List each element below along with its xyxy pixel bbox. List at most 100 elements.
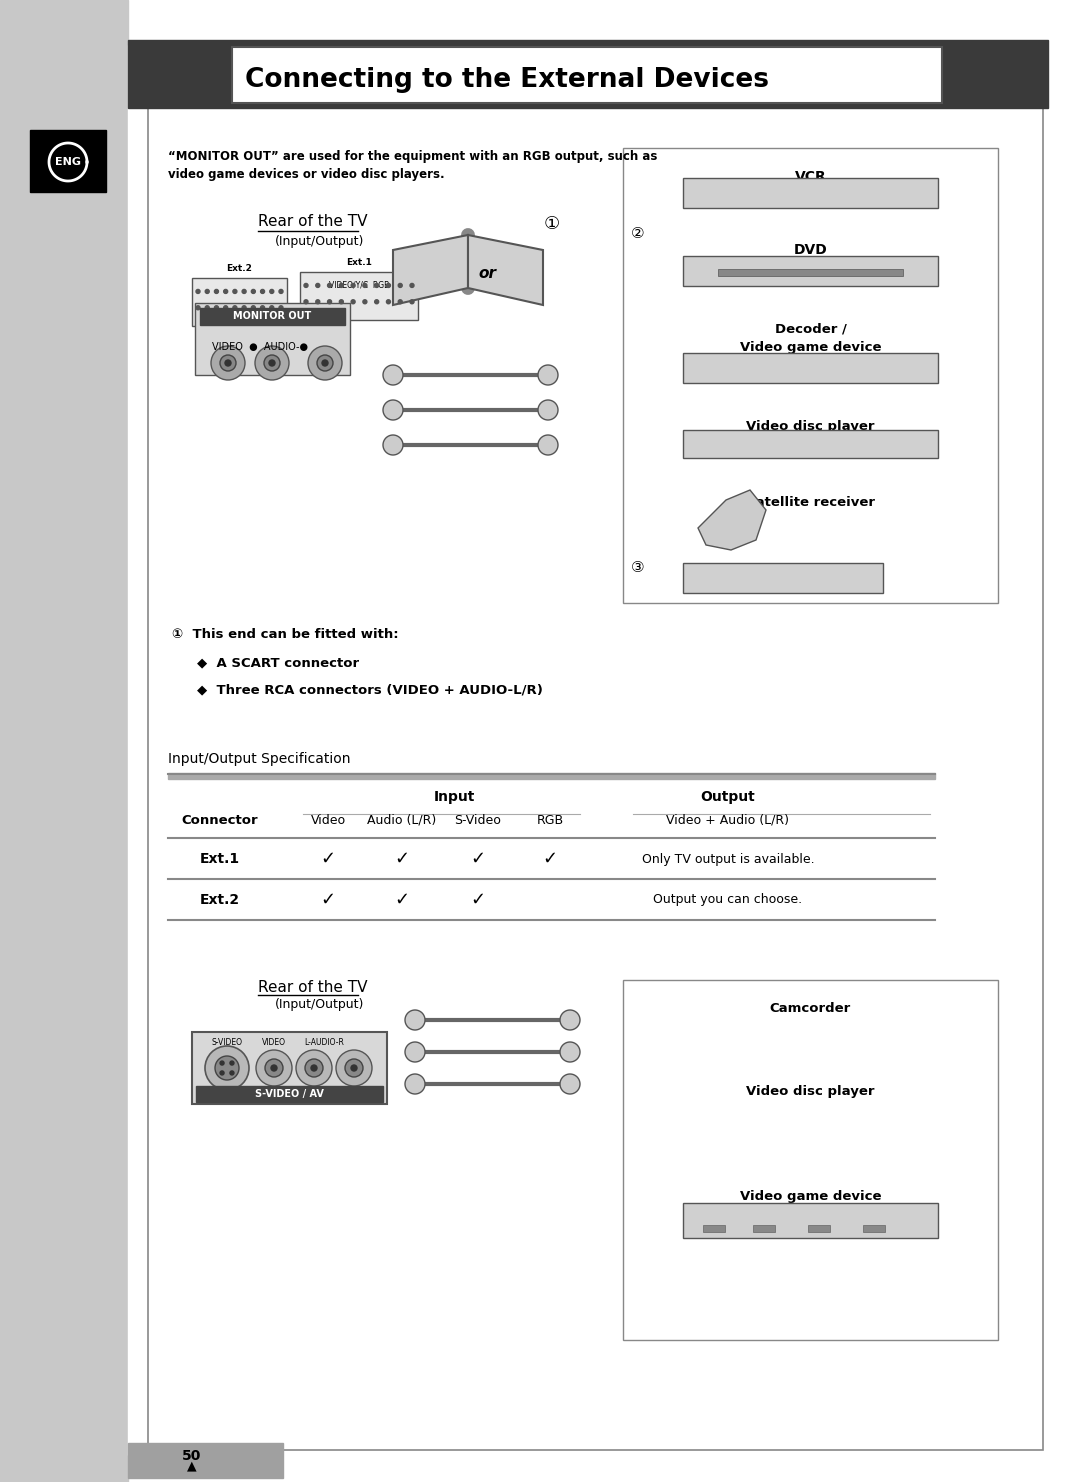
Circle shape <box>230 1071 234 1074</box>
Circle shape <box>279 289 283 293</box>
Text: VCR: VCR <box>795 170 826 184</box>
Circle shape <box>383 400 403 419</box>
Text: Decoder /: Decoder / <box>774 323 847 336</box>
Text: L-AUDIO-R: L-AUDIO-R <box>305 1037 343 1046</box>
Bar <box>683 178 939 207</box>
Circle shape <box>561 1074 580 1094</box>
Bar <box>192 1031 387 1104</box>
Circle shape <box>363 299 367 304</box>
Bar <box>683 430 939 458</box>
Bar <box>863 1226 885 1232</box>
Circle shape <box>410 283 414 288</box>
Circle shape <box>315 299 320 304</box>
Text: 50: 50 <box>183 1449 202 1463</box>
Circle shape <box>269 360 275 366</box>
FancyBboxPatch shape <box>232 47 942 104</box>
Bar <box>195 1086 383 1103</box>
Text: Video game device: Video game device <box>740 1190 881 1203</box>
Circle shape <box>220 1061 224 1066</box>
Circle shape <box>405 1011 426 1030</box>
Circle shape <box>215 305 218 310</box>
Text: (Input/Output): (Input/Output) <box>275 236 364 247</box>
Circle shape <box>363 283 367 288</box>
Bar <box>683 256 939 286</box>
Bar <box>200 308 345 325</box>
Circle shape <box>399 299 402 304</box>
Text: ②: ② <box>631 225 645 240</box>
Circle shape <box>387 299 391 304</box>
Text: Ext.2: Ext.2 <box>200 894 240 907</box>
Bar <box>148 50 1043 1449</box>
Text: ✓: ✓ <box>321 891 336 908</box>
Circle shape <box>225 360 231 366</box>
Circle shape <box>305 1060 323 1077</box>
Text: ◆  Three RCA connectors (VIDEO + AUDIO-L/R): ◆ Three RCA connectors (VIDEO + AUDIO-L/… <box>197 683 543 697</box>
Bar <box>753 1226 775 1232</box>
Polygon shape <box>393 236 468 305</box>
Text: ③: ③ <box>631 560 645 575</box>
Circle shape <box>383 365 403 385</box>
Text: ✓: ✓ <box>542 851 557 868</box>
Circle shape <box>538 365 558 385</box>
Text: ①: ① <box>544 215 561 233</box>
Text: MONITOR OUT: MONITOR OUT <box>233 311 311 322</box>
Circle shape <box>351 1066 357 1071</box>
Text: Video: Video <box>310 814 346 827</box>
Circle shape <box>215 1057 239 1080</box>
Bar <box>168 774 935 780</box>
Text: Only TV output is available.: Only TV output is available. <box>642 852 814 865</box>
Circle shape <box>311 1066 318 1071</box>
Bar <box>129 1443 283 1478</box>
Circle shape <box>336 1051 372 1086</box>
Text: Video game device: Video game device <box>740 341 881 354</box>
Text: ◆  A SCART connector: ◆ A SCART connector <box>197 657 360 668</box>
Circle shape <box>383 436 403 455</box>
Text: Input: Input <box>433 790 475 805</box>
Circle shape <box>224 289 228 293</box>
Circle shape <box>195 305 200 310</box>
Text: Video disc player: Video disc player <box>746 419 875 433</box>
Circle shape <box>230 1061 234 1066</box>
Text: ①  This end can be fitted with:: ① This end can be fitted with: <box>172 628 399 642</box>
Circle shape <box>410 299 414 304</box>
Circle shape <box>255 345 289 379</box>
Circle shape <box>271 1066 276 1071</box>
Text: S-VIDEO: S-VIDEO <box>212 1037 243 1046</box>
Bar <box>623 148 998 603</box>
Bar <box>195 302 350 375</box>
Text: “MONITOR OUT” are used for the equipment with an RGB output, such as: “MONITOR OUT” are used for the equipment… <box>168 150 658 163</box>
Text: Ext.1: Ext.1 <box>346 258 372 267</box>
Text: Ext.2: Ext.2 <box>227 264 253 273</box>
Circle shape <box>260 289 265 293</box>
Text: or: or <box>478 265 496 280</box>
Circle shape <box>233 289 237 293</box>
Circle shape <box>195 289 200 293</box>
Bar <box>30 130 106 193</box>
Bar <box>300 273 418 320</box>
Circle shape <box>345 1060 363 1077</box>
Circle shape <box>561 1042 580 1063</box>
Circle shape <box>215 289 218 293</box>
Text: VIDEO  ●  AUDIO-●: VIDEO ● AUDIO-● <box>212 342 308 353</box>
Circle shape <box>538 400 558 419</box>
Circle shape <box>339 299 343 304</box>
Text: Rear of the TV: Rear of the TV <box>258 980 367 994</box>
Circle shape <box>233 305 237 310</box>
Circle shape <box>322 360 328 366</box>
Text: ▲: ▲ <box>187 1460 197 1473</box>
Text: Audio (L/R): Audio (L/R) <box>367 814 436 827</box>
Circle shape <box>303 283 308 288</box>
Circle shape <box>270 305 273 310</box>
Bar <box>683 353 939 382</box>
Text: Output: Output <box>701 790 755 805</box>
Text: Video + Audio (L/R): Video + Audio (L/R) <box>666 814 789 827</box>
Circle shape <box>270 289 273 293</box>
Circle shape <box>405 1074 426 1094</box>
Circle shape <box>211 345 245 379</box>
Circle shape <box>279 305 283 310</box>
Bar <box>683 563 883 593</box>
Text: Output you can choose.: Output you can choose. <box>653 894 802 907</box>
Text: video game devices or video disc players.: video game devices or video disc players… <box>168 167 445 181</box>
Circle shape <box>375 299 379 304</box>
Circle shape <box>224 305 228 310</box>
